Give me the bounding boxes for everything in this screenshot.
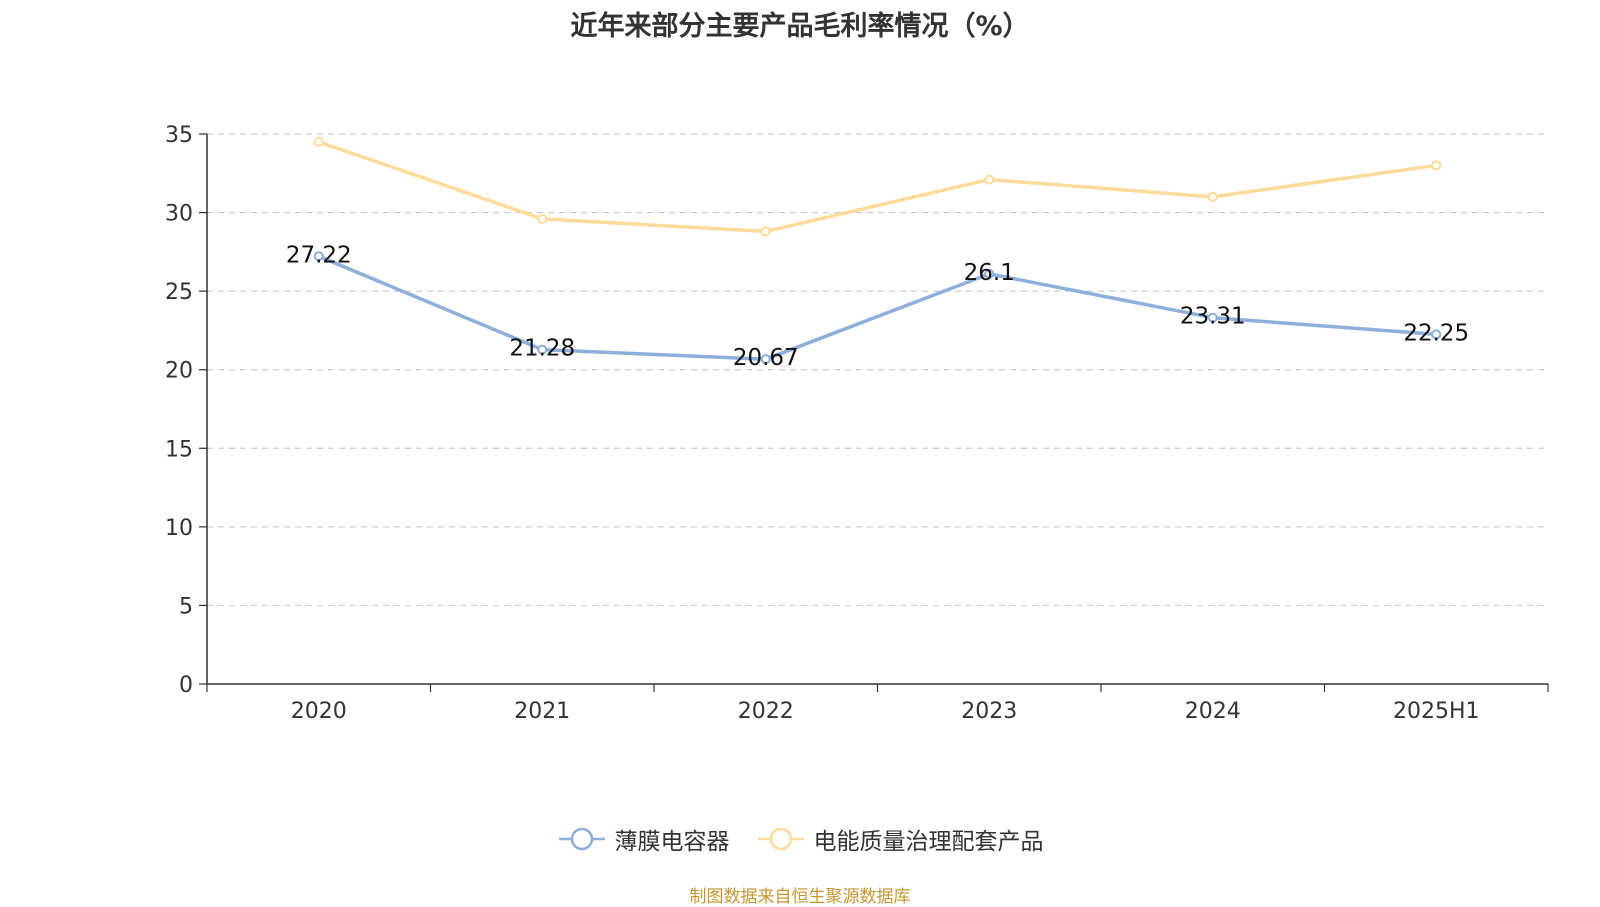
y-tick-label: 15 xyxy=(165,437,193,462)
data-point[interactable] xyxy=(537,344,548,355)
axes: 0 5 10 15 20 25 30 35 2020 2021 2022 2023 2024 2025H1 xyxy=(165,123,1549,724)
data-point[interactable] xyxy=(313,136,324,147)
y-tick-label: 10 xyxy=(165,516,193,541)
legend-marker-icon xyxy=(558,827,605,851)
data-point[interactable] xyxy=(760,226,771,237)
x-tick-label: 2024 xyxy=(1185,699,1241,724)
data-point[interactable] xyxy=(1207,312,1218,323)
y-tick-label: 0 xyxy=(179,673,193,698)
data-source-note: 制图数据来自恒生聚源数据库 xyxy=(689,887,911,907)
data-labels: 27.22 21.28 20.67 26.1 23.31 22.25 xyxy=(286,242,1469,371)
data-point[interactable] xyxy=(313,251,324,262)
x-tick-label: 2021 xyxy=(514,699,570,724)
data-label: 20.67 xyxy=(733,345,799,371)
data-point[interactable] xyxy=(1207,191,1218,202)
y-tick-label: 30 xyxy=(165,202,193,227)
legend-marker-icon xyxy=(757,827,804,851)
x-tick-label: 2025H1 xyxy=(1393,699,1480,724)
x-tick-label: 2023 xyxy=(961,699,1017,724)
data-point[interactable] xyxy=(1431,329,1442,340)
legend-label: 薄膜电容器 xyxy=(614,829,730,855)
data-point[interactable] xyxy=(984,174,995,185)
data-label: 26.1 xyxy=(964,260,1015,286)
data-point[interactable] xyxy=(1431,160,1442,171)
legend-label: 电能质量治理配套产品 xyxy=(813,829,1044,855)
legend-item-series-0[interactable]: 薄膜电容器 xyxy=(557,822,730,856)
x-tick-label: 2022 xyxy=(738,699,794,724)
series-line-0 xyxy=(318,254,1437,361)
y-tick-label: 5 xyxy=(179,594,193,619)
data-label: 27.22 xyxy=(286,242,352,268)
data-point[interactable] xyxy=(760,354,771,365)
data-point[interactable] xyxy=(537,213,548,224)
series-line-1 xyxy=(318,140,1437,234)
legend-item-series-1[interactable]: 电能质量治理配套产品 xyxy=(756,822,1044,856)
x-tick-label: 2020 xyxy=(291,699,347,724)
data-label: 23.31 xyxy=(1180,304,1246,330)
data-label: 22.25 xyxy=(1403,320,1469,346)
data-label: 21.28 xyxy=(509,336,575,362)
data-point[interactable] xyxy=(984,268,995,279)
y-tick-label: 25 xyxy=(165,280,193,305)
chart-title: 近年来部分主要产品毛利率情况（%） xyxy=(570,11,1030,42)
legend: 薄膜电容器 电能质量治理配套产品 xyxy=(0,822,1600,856)
gridlines xyxy=(207,133,1548,607)
y-tick-label: 20 xyxy=(165,359,193,384)
series xyxy=(313,136,1442,365)
y-tick-label: 35 xyxy=(165,123,193,148)
